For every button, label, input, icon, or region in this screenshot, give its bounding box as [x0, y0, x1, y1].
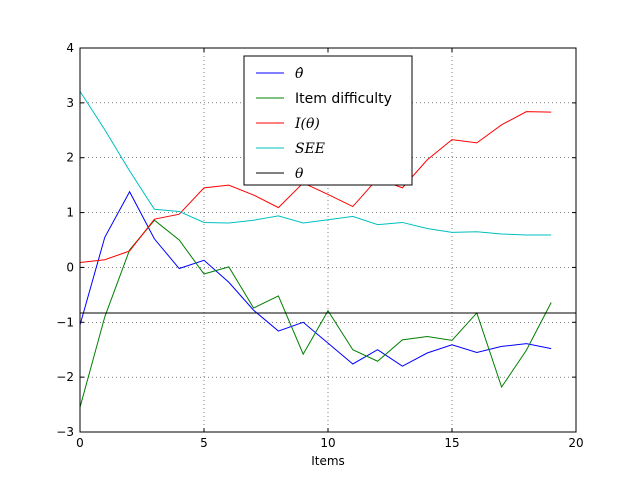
y-tick-label: 4 — [66, 41, 74, 55]
legend-label: Item difficulty — [295, 91, 392, 107]
y-tick-label: 3 — [66, 96, 74, 110]
y-tick-label: 2 — [66, 151, 74, 165]
x-tick-label: 0 — [76, 436, 84, 450]
x-axis-label: Items — [311, 454, 345, 468]
legend-label: SEE — [295, 141, 325, 157]
series-line-3 — [79, 91, 552, 236]
x-tick-label: 5 — [200, 436, 208, 450]
series-line-2 — [79, 111, 552, 263]
x-tick-label: 20 — [568, 436, 583, 450]
legend-label: θ̂ — [295, 66, 304, 82]
y-tick-label: −2 — [56, 370, 74, 384]
legend-label: θ — [295, 166, 304, 182]
series-line-0 — [79, 190, 552, 367]
x-tick-label: 15 — [444, 436, 459, 450]
legend-box — [243, 55, 413, 186]
legend-label: I(θ) — [294, 116, 320, 132]
y-tick-label: 0 — [66, 260, 74, 274]
x-tick-label: 10 — [320, 436, 335, 450]
axis-ticks: 0 5 10 15 20 −3 −2 −1 0 1 2 3 4 — [56, 41, 583, 450]
y-tick-label: −1 — [56, 315, 74, 329]
legend: θ̂ Item difficulty I(θ) SEE θ — [243, 55, 413, 186]
series-line-1 — [79, 219, 552, 408]
y-tick-label: −3 — [56, 425, 74, 439]
y-tick-label: 1 — [66, 206, 74, 220]
series-lines — [79, 91, 576, 408]
